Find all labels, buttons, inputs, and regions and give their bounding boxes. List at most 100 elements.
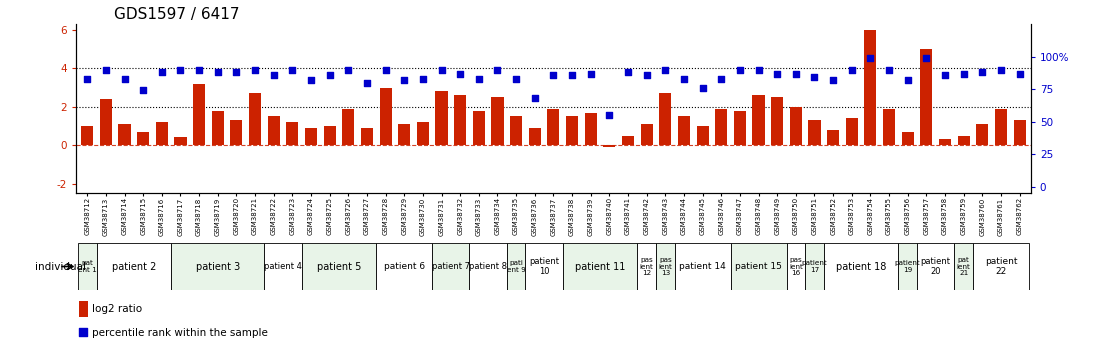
Text: patient 8: patient 8 [470, 262, 508, 271]
Point [787, 71, 805, 76]
FancyBboxPatch shape [674, 243, 730, 290]
Point [880, 67, 898, 72]
Text: patient 15: patient 15 [736, 262, 781, 271]
Text: patient 3: patient 3 [196, 262, 240, 272]
Point [340, 67, 358, 72]
Text: patient
20: patient 20 [921, 257, 950, 276]
Bar [454, 95, 466, 145]
Bar [548, 109, 559, 145]
FancyBboxPatch shape [470, 243, 506, 290]
Point [302, 77, 320, 83]
Point [525, 96, 543, 101]
FancyBboxPatch shape [264, 243, 302, 290]
Text: patient 5: patient 5 [316, 262, 361, 272]
Point [581, 71, 599, 76]
Point [693, 85, 711, 91]
Text: patient 11: patient 11 [575, 262, 625, 272]
Text: patient
22: patient 22 [985, 257, 1017, 276]
FancyBboxPatch shape [433, 243, 470, 290]
Text: patient 4: patient 4 [264, 262, 302, 271]
Point [600, 112, 618, 118]
Point [899, 77, 917, 83]
Point [452, 71, 470, 76]
Point [936, 72, 954, 78]
Point [806, 75, 824, 80]
Bar [286, 122, 299, 145]
Text: pat
ient
21: pat ient 21 [957, 257, 970, 276]
Point [190, 67, 208, 72]
Bar [789, 107, 802, 145]
Bar [920, 49, 932, 145]
Bar [752, 95, 765, 145]
Point [97, 67, 115, 72]
Point [134, 88, 152, 93]
Point [470, 76, 487, 81]
Bar [492, 97, 503, 145]
Bar [174, 138, 187, 145]
Bar [976, 124, 988, 145]
Text: patient
17: patient 17 [802, 260, 827, 273]
FancyBboxPatch shape [917, 243, 955, 290]
Point [637, 72, 655, 78]
Bar [267, 116, 280, 145]
Text: patient 14: patient 14 [680, 262, 726, 271]
FancyBboxPatch shape [302, 243, 377, 290]
Bar [193, 84, 206, 145]
FancyBboxPatch shape [955, 243, 973, 290]
Point [675, 76, 693, 81]
Point [433, 67, 451, 72]
Bar [398, 124, 410, 145]
FancyBboxPatch shape [96, 243, 171, 290]
FancyBboxPatch shape [899, 243, 917, 290]
Text: patient
10: patient 10 [529, 257, 559, 276]
Bar [323, 126, 335, 145]
Point [489, 67, 506, 72]
Point [992, 67, 1010, 72]
Point [563, 72, 581, 78]
Bar [864, 30, 877, 145]
Bar [510, 116, 522, 145]
Point [209, 69, 227, 75]
FancyBboxPatch shape [171, 243, 264, 290]
FancyBboxPatch shape [78, 243, 96, 290]
Point [843, 67, 861, 72]
Point [78, 76, 96, 81]
Bar [211, 111, 224, 145]
Bar [939, 139, 951, 145]
Point [227, 69, 245, 75]
Bar [901, 132, 913, 145]
Point [731, 67, 749, 72]
Point [862, 55, 880, 61]
Bar [716, 109, 728, 145]
Point [974, 69, 992, 75]
FancyBboxPatch shape [730, 243, 786, 290]
Point [378, 227, 396, 232]
Point [115, 76, 133, 81]
FancyBboxPatch shape [377, 243, 433, 290]
Point [824, 77, 842, 83]
Bar [566, 116, 578, 145]
Bar [361, 128, 373, 145]
Bar [585, 112, 597, 145]
Bar [342, 109, 354, 145]
Bar [641, 124, 653, 145]
Bar [697, 126, 709, 145]
Bar [78, 301, 87, 317]
Bar [82, 126, 93, 145]
FancyBboxPatch shape [786, 243, 805, 290]
Point [508, 76, 525, 81]
Bar [771, 97, 784, 145]
Point [358, 80, 376, 86]
Point [712, 76, 730, 81]
Bar [808, 120, 821, 145]
Bar [379, 88, 391, 145]
Point [265, 72, 283, 78]
Point [171, 67, 189, 72]
Point [377, 67, 395, 72]
FancyBboxPatch shape [824, 243, 899, 290]
Bar [604, 145, 615, 147]
Point [396, 77, 414, 83]
FancyBboxPatch shape [637, 243, 656, 290]
Bar [827, 130, 840, 145]
Text: pati
ent 9: pati ent 9 [506, 260, 525, 273]
